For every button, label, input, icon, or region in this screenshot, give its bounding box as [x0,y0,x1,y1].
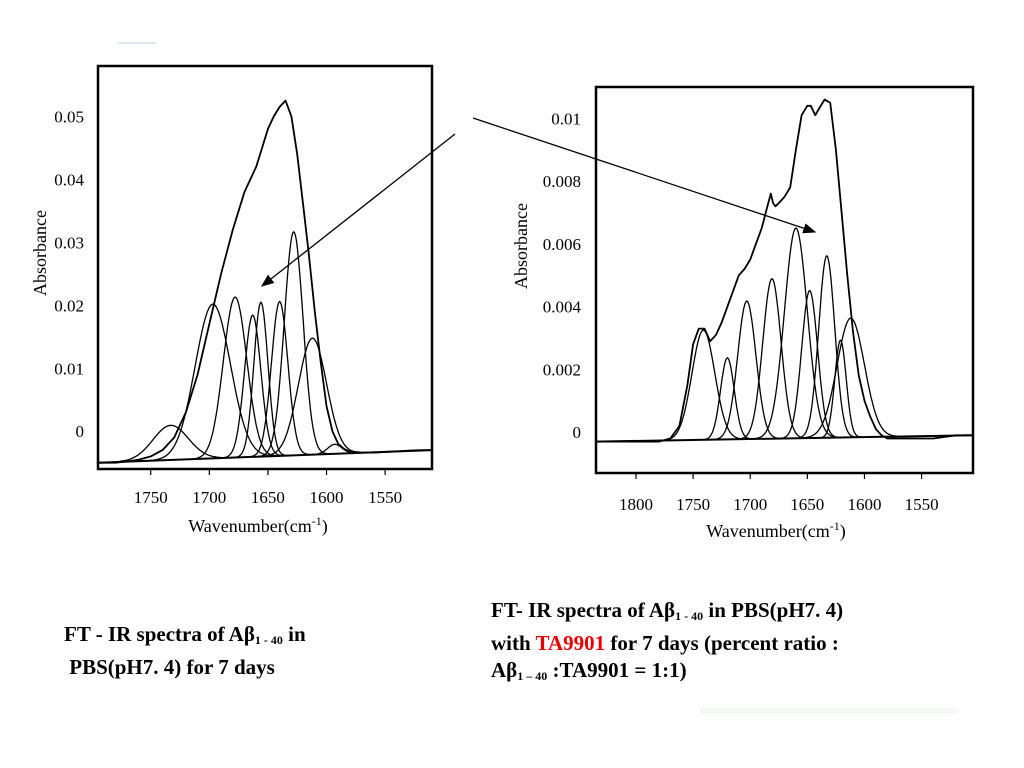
annotation-arrow-left [260,133,456,287]
tick-labels: 1800 1750 1700 1650 1600 1550 0 0.002 0.004 0.006… [543,109,939,514]
decorative-mark [118,42,156,44]
component-band-4 [218,314,288,459]
component-band-1 [655,329,752,442]
y-tick-label: 0.002 [543,360,581,379]
y-tick-label: 0.004 [543,298,582,317]
component-band-5 [747,227,844,440]
component-band-2 [139,303,287,462]
component-band-3 [185,296,285,461]
y-tick-label: 0.02 [54,296,84,315]
y-tick-label: 0.03 [54,233,84,252]
ftir-chart-right: 1800 1750 1700 1650 1600 1550 0 0.002 0.004 0.006… [511,85,975,542]
y-tick-label: 0.008 [543,172,581,191]
x-tick-label: 1600 [310,488,344,507]
component-band-8 [816,339,865,439]
y-tick-label: 0.006 [543,235,581,254]
plot-frame [96,64,434,471]
x-tick-label: 1650 [790,495,824,514]
y-axis-label: Absorbance [511,203,531,289]
x-tick-label: 1550 [368,488,402,507]
envelope-line [596,98,973,443]
component-band-6 [245,300,315,458]
y-tick-label: 0.05 [54,107,84,126]
envelope-line [98,99,432,464]
component-band-5 [231,301,291,459]
x-tick-label: 1550 [905,495,939,514]
x-tick-label: 1600 [848,495,882,514]
x-axis-label: Wavenumber(cm-1) [188,514,328,537]
component-band-3 [708,300,786,441]
component-band-7 [254,230,334,458]
y-tick-label: 0 [573,423,582,442]
y-tick-label: 0.04 [54,170,84,189]
chart-marks [595,98,974,443]
y-tick-label: 0.01 [551,109,581,128]
component-band-4 [733,277,811,440]
y-axis-label: Absorbance [30,210,50,296]
decorative-mark [700,708,958,714]
component-band-2 [698,357,757,441]
caption-left: FT - IR spectra of Aβ1 - 40 in PBS(pH7. … [64,622,306,679]
x-tick-label: 1700 [192,488,226,507]
plot-frame [594,85,975,475]
x-tick-label: 1700 [733,495,767,514]
tick-labels: 1750 1700 1650 1600 1550 0 0.01 0.02 0.03 0.04 0.0… [54,107,402,507]
x-axis-label: Wavenumber(cm-1) [706,519,846,542]
y-tick-label: 0.01 [54,359,84,378]
chart-marks [96,99,433,464]
component-band-7 [793,254,861,439]
ftir-chart-left: 1750 1700 1650 1600 1550 0 0.01 0.02 0.03 0.04 0.0… [30,64,434,537]
compound-name-highlight: TA9901 [535,631,606,655]
annotation-arrow-right [472,117,817,234]
x-tick-label: 1750 [134,488,168,507]
y-tick-label: 0 [76,422,85,441]
component-band-1 [96,424,245,464]
caption-right: FT- IR spectra of Aβ1 - 40 in PBS(pH7. 4… [491,598,844,683]
component-band-6 [776,289,844,440]
x-tick-label: 1800 [619,495,653,514]
component-band-9 [305,443,365,456]
x-tick-label: 1750 [676,495,710,514]
x-tick-label: 1650 [251,488,285,507]
